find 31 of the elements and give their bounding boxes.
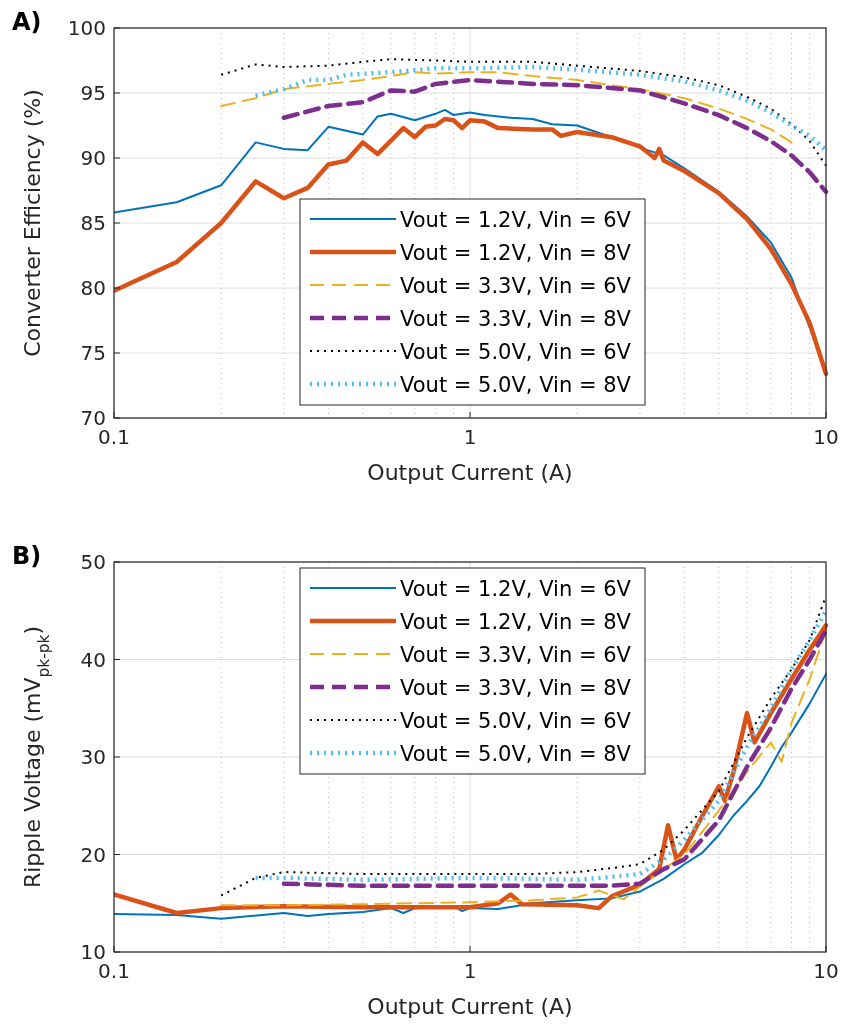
legend-label: Vout = 1.2V, Vin = 8V [400, 610, 632, 634]
legend-label: Vout = 3.3V, Vin = 8V [400, 676, 632, 700]
y-tick-label: 75 [80, 341, 106, 365]
x-tick-label: 10 [813, 425, 839, 449]
legend-label: Vout = 5.0V, Vin = 8V [400, 742, 632, 766]
x-tick-label: 10 [813, 959, 839, 983]
legend-label: Vout = 3.3V, Vin = 8V [400, 307, 632, 331]
legend-label: Vout = 1.2V, Vin = 8V [400, 241, 632, 265]
x-axis-title: Output Current (A) [367, 994, 573, 1019]
x-tick-label: 1 [463, 959, 477, 983]
x-tick-label: 1 [463, 425, 477, 449]
y-tick-label: 20 [80, 842, 106, 867]
y-tick-label: 40 [80, 647, 106, 672]
y-tick-label: 90 [80, 146, 106, 170]
legend-label: Vout = 5.0V, Vin = 6V [400, 340, 632, 364]
y-tick-label: 30 [80, 745, 106, 769]
chart-title: B) [12, 542, 42, 570]
y-tick-label: 95 [80, 81, 106, 105]
legend-label: Vout = 3.3V, Vin = 6V [400, 274, 632, 298]
legend-label: Vout = 5.0V, Vin = 8V [400, 373, 632, 397]
y-axis-title: Converter Efficiency (%) [20, 89, 45, 357]
x-axis-title: Output Current (A) [367, 460, 573, 485]
y-tick-label: 100 [67, 16, 106, 40]
legend-label: Vout = 1.2V, Vin = 6V [400, 577, 632, 601]
legend-label: Vout = 5.0V, Vin = 6V [400, 709, 632, 733]
legend-label: Vout = 3.3V, Vin = 6V [400, 643, 632, 667]
y-tick-label: 50 [80, 550, 106, 574]
y-tick-label: 85 [80, 211, 106, 235]
y-tick-label: 80 [80, 276, 106, 300]
chart-title: A) [12, 8, 42, 36]
legend-label: Vout = 1.2V, Vin = 6V [400, 208, 632, 232]
